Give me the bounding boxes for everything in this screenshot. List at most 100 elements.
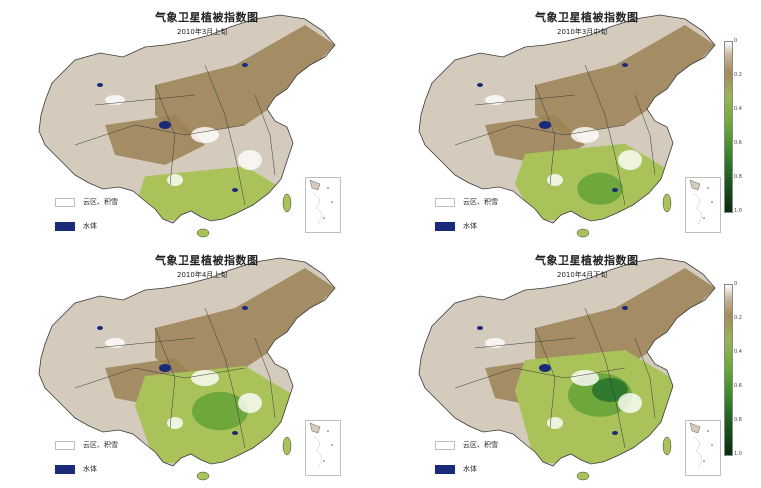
province-boundary <box>534 327 556 429</box>
vegetation-region-very-dense <box>592 378 628 402</box>
water-body <box>97 326 103 330</box>
legend-label: 水体 <box>463 465 477 473</box>
legend-water: 水体 <box>55 464 97 474</box>
province-boundary <box>634 94 656 176</box>
legend-cloud-snow: 云区、积雪 <box>435 440 498 450</box>
south-china-sea-inset <box>685 420 721 476</box>
island-hainan <box>196 471 210 481</box>
province-boundary <box>584 64 626 206</box>
water-body <box>159 121 171 129</box>
vegetation-region-brown <box>105 115 205 165</box>
vegetation-region-brown <box>155 268 335 378</box>
colorbar-tick-label: 0.4 <box>734 106 742 112</box>
colorbar-tick-label: 0.8 <box>734 417 742 423</box>
cloud-snow-patch <box>238 150 262 170</box>
cloud-snow-patch <box>191 127 219 143</box>
water-body <box>612 188 618 192</box>
country-outline <box>38 257 336 467</box>
island-hainan <box>576 228 590 238</box>
legend-cloud-snow: 云区、积雪 <box>55 440 118 450</box>
map-period: 2010年3月中旬 <box>557 28 608 36</box>
map-panel: 气象卫星植被指数图 2010年3月上旬云区、积雪水体 <box>5 5 375 245</box>
colorbar-tick-label: 0.8 <box>734 174 742 180</box>
province-boundary <box>74 367 246 389</box>
map-panel: 气象卫星植被指数图 2010年4月上旬云区、积雪水体 <box>5 248 375 488</box>
water-body <box>539 364 551 372</box>
map-period: 2010年4月下旬 <box>557 271 608 279</box>
legend-cloud-snow: 云区、积雪 <box>55 197 118 207</box>
cloud-snow-patch <box>547 417 563 429</box>
island-hainan <box>196 228 210 238</box>
south-china-sea-inset <box>305 420 341 476</box>
vegetation-region-brown <box>535 268 715 378</box>
legend-label: 云区、积雪 <box>463 441 498 449</box>
cloud-snow-patch <box>571 127 599 143</box>
country-outline <box>418 14 716 224</box>
legend-water: 水体 <box>55 221 97 231</box>
province-boundary <box>634 337 656 419</box>
water-body <box>242 63 248 67</box>
province-boundary <box>94 94 196 106</box>
legend-swatch-water <box>435 221 455 231</box>
ndvi-colorbar <box>724 41 733 213</box>
province-boundary <box>454 124 626 146</box>
china-ndvi-map <box>38 14 336 238</box>
island-taiwan <box>282 436 292 456</box>
water-body <box>97 83 103 87</box>
water-body <box>612 431 618 435</box>
province-boundary <box>154 84 176 186</box>
province-boundary <box>584 307 626 449</box>
province-boundary <box>204 307 246 449</box>
colorbar-tick-label: 1.0 <box>734 451 742 457</box>
colorbar-tick-label: 0.4 <box>734 349 742 355</box>
province-boundary <box>94 337 196 349</box>
legend-water: 水体 <box>435 221 477 231</box>
map-title: 气象卫星植被指数图 <box>155 11 259 24</box>
legend-swatch-water <box>55 221 75 231</box>
legend-label: 水体 <box>463 222 477 230</box>
province-boundary <box>204 64 246 206</box>
province-boundary <box>454 367 626 389</box>
water-body <box>622 306 628 310</box>
cloud-snow-patch <box>167 174 183 186</box>
cloud-snow-patch <box>618 150 642 170</box>
colorbar-tick-label: 0.2 <box>734 72 742 78</box>
country-outline <box>38 14 336 224</box>
legend-label: 云区、积雪 <box>463 198 498 206</box>
water-body <box>242 306 248 310</box>
legend-label: 云区、积雪 <box>83 198 118 206</box>
colorbar-tick-label: 1.0 <box>734 208 742 214</box>
south-china-sea-inset <box>685 177 721 233</box>
map-title: 气象卫星植被指数图 <box>535 11 639 24</box>
country-outline <box>418 257 716 467</box>
map-panel: 气象卫星植被指数图 2010年4月下旬 云区、积雪 水体 0 0.2 0.4 0.6 0.8 1.… <box>385 248 755 488</box>
map-period: 2010年3月上旬 <box>177 28 228 36</box>
china-ndvi-map <box>418 257 716 481</box>
map-title: 气象卫星植被指数图 <box>535 254 639 267</box>
legend-swatch-cloud <box>435 440 455 450</box>
vegetation-region-dense <box>577 172 623 205</box>
ndvi-colorbar <box>724 284 733 456</box>
legend-label: 水体 <box>83 222 97 230</box>
map-period: 2010年4月上旬 <box>177 271 228 279</box>
china-ndvi-map <box>38 257 336 481</box>
province-boundary <box>254 337 276 419</box>
province-boundary <box>254 94 276 176</box>
map-panel: 气象卫星植被指数图 2010年3月中旬 云区、积雪 水体 0 0.2 0.4 0.6 0.8 1.… <box>385 5 755 245</box>
island-taiwan <box>662 436 672 456</box>
colorbar-tick-label: 0 <box>734 281 738 287</box>
water-body <box>622 63 628 67</box>
province-boundary <box>154 327 176 429</box>
province-boundary <box>474 337 576 349</box>
province-boundary <box>474 94 576 106</box>
vegetation-region-dense <box>192 391 248 431</box>
colorbar-tick-label: 0.6 <box>734 140 742 146</box>
water-body <box>477 83 483 87</box>
vegetation-region-brown <box>155 25 335 135</box>
cloud-snow-patch <box>618 393 642 413</box>
map-title: 气象卫星植被指数图 <box>155 254 259 267</box>
vegetation-region-brown <box>535 25 715 135</box>
cloud-snow-patch <box>167 417 183 429</box>
island-taiwan <box>282 193 292 213</box>
water-body <box>477 326 483 330</box>
